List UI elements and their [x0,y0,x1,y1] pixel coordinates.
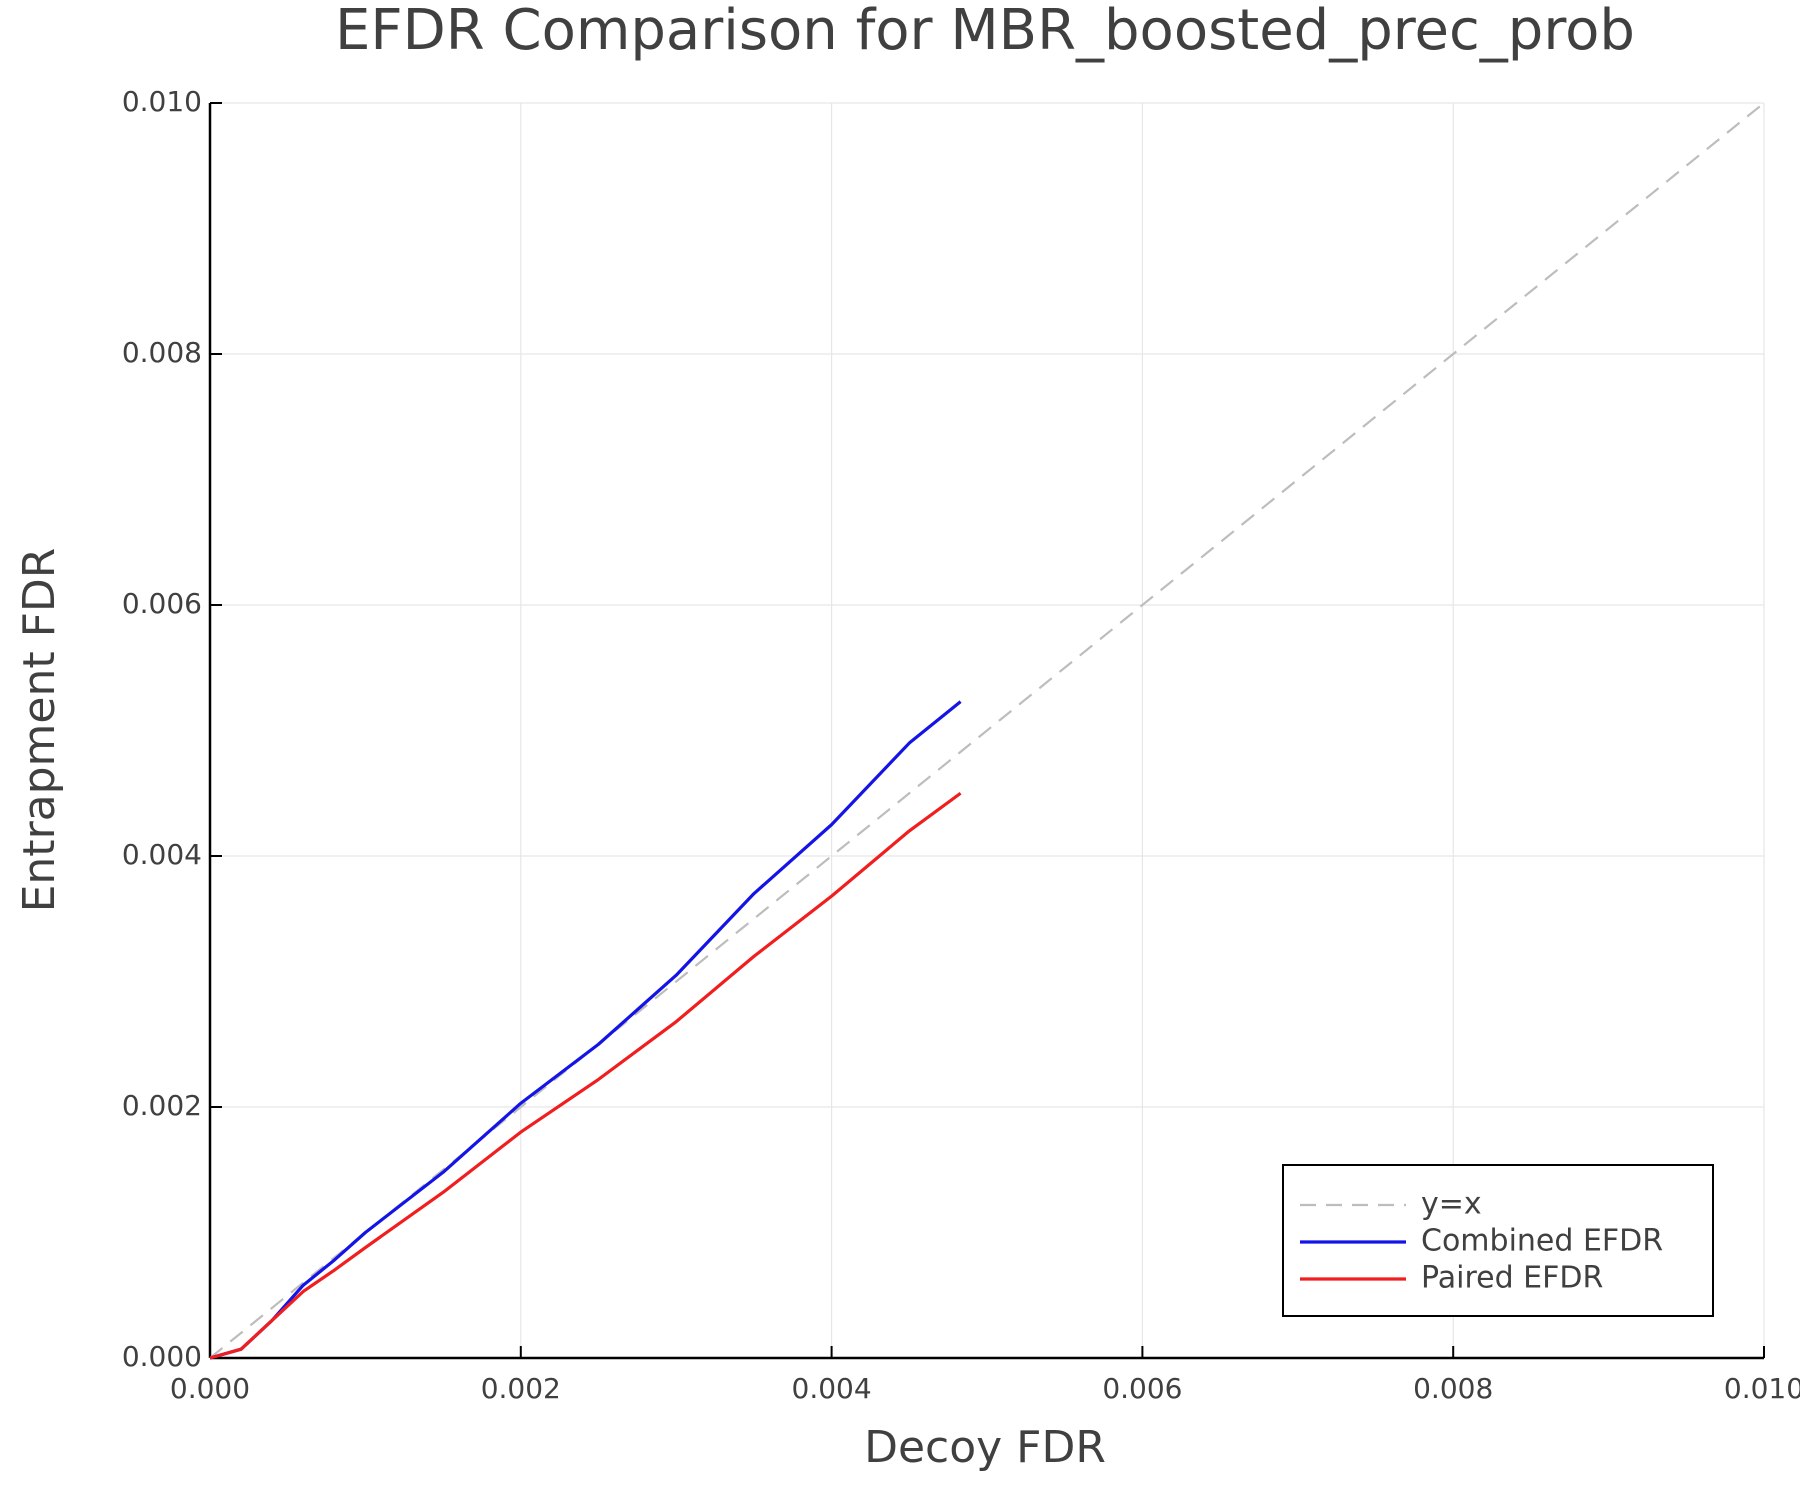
line-series [209,102,1765,1359]
x-tick-label: 0.010 [1724,1372,1800,1405]
y-tick-label: 0.004 [122,838,202,871]
line-series [209,700,962,1360]
y-tick-label: 0.010 [122,85,202,118]
x-axis-label: Decoy FDR [864,1422,1106,1473]
legend-label: Paired EFDR [1421,1261,1603,1296]
x-tick-label: 0.006 [1102,1372,1182,1405]
chart-title: EFDR Comparison for MBR_boosted_prec_pro… [335,0,1635,63]
y-tick-label: 0.000 [122,1340,202,1373]
x-tick-label: 0.008 [1413,1372,1493,1405]
x-tick-label: 0.004 [792,1372,872,1405]
legend-label: Combined EFDR [1421,1224,1663,1259]
y-tick-label: 0.006 [122,587,202,620]
x-tick-label: 0.002 [481,1372,561,1405]
legend-label: y=x [1421,1187,1482,1222]
y-axis-label: Entrapment FDR [14,548,65,913]
line-series [209,791,962,1360]
x-tick-label: 0.000 [170,1372,250,1405]
y-tick-label: 0.008 [122,336,202,369]
y-tick-label: 0.002 [122,1089,202,1122]
